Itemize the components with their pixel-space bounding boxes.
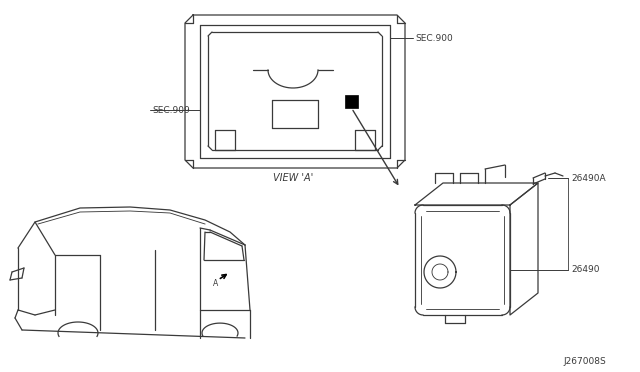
Text: 26490: 26490 — [571, 266, 600, 275]
Text: VIEW 'A': VIEW 'A' — [273, 173, 313, 183]
Text: SEC.900: SEC.900 — [415, 33, 452, 42]
Text: A: A — [213, 279, 219, 288]
Text: 26490A: 26490A — [571, 173, 605, 183]
Text: SEC.909: SEC.909 — [152, 106, 189, 115]
Bar — [345, 95, 358, 108]
Text: J267008S: J267008S — [564, 357, 606, 366]
